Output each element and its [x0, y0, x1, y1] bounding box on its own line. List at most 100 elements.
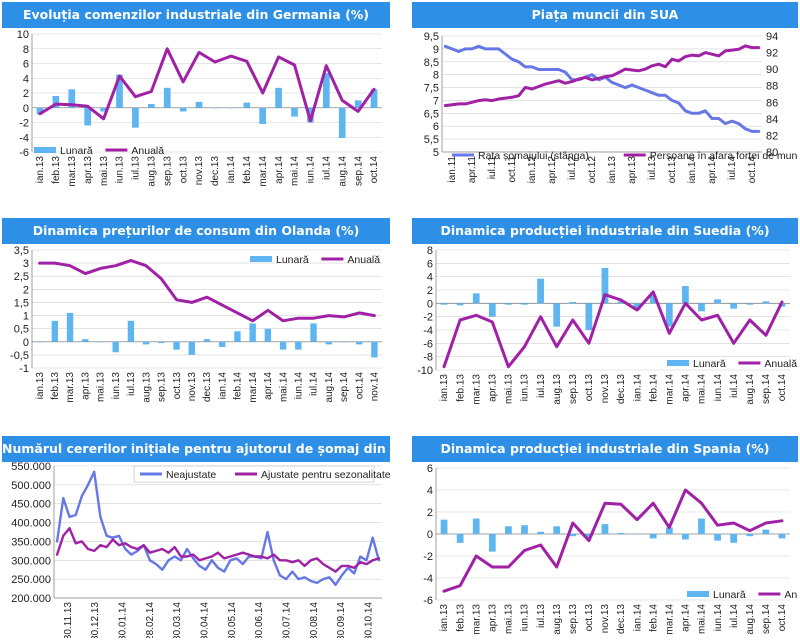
- bar: [585, 303, 593, 330]
- bar: [355, 341, 363, 345]
- series-line: [443, 44, 761, 108]
- x-tick-label: apr.13: [488, 604, 499, 632]
- x-tick-label: oct.13: [584, 374, 595, 402]
- bar: [142, 341, 150, 345]
- y-tick-label: 10: [17, 29, 29, 41]
- y-tick-label: 2: [427, 285, 433, 297]
- chart-title: Dinamica producției industriale din Sued…: [412, 218, 798, 244]
- x-tick-label: apr.13: [83, 156, 94, 184]
- x-tick-label: iul.11: [487, 156, 498, 180]
- x-tick-label: ian.14: [632, 374, 643, 402]
- y-tick-label: 550.000: [11, 462, 51, 473]
- y-tick-label: 500.000: [11, 480, 51, 492]
- x-tick-label: mar.13: [471, 374, 482, 405]
- x-tick-label: aug.13: [552, 374, 563, 405]
- legend-label: Anuală: [131, 145, 164, 157]
- x-tick-label: nov.13: [194, 156, 205, 186]
- x-tick-label: dec.13: [616, 604, 627, 634]
- bar: [440, 519, 448, 534]
- y-tick-label: 2: [427, 507, 433, 519]
- bar: [112, 341, 119, 353]
- bar: [354, 100, 362, 108]
- y-tick-label: 9,5: [424, 31, 439, 43]
- y2-tick-label: 80: [766, 147, 778, 159]
- bar: [132, 107, 139, 128]
- bar: [147, 104, 155, 108]
- x-tick-label: dec.13: [210, 156, 221, 186]
- x-tick-label: aug.14: [745, 604, 756, 635]
- x-tick-label: iul.13: [126, 372, 137, 396]
- bar: [649, 534, 657, 539]
- y-tick-label: 6: [23, 59, 29, 71]
- x-tick-label: iun.14: [713, 604, 724, 632]
- bar: [249, 323, 256, 342]
- bar: [310, 323, 317, 342]
- x-tick-label: iun.13: [520, 604, 531, 632]
- x-tick-label: aug.14: [745, 374, 756, 405]
- bar: [633, 303, 641, 310]
- x-tick-label: iul.13: [647, 156, 658, 180]
- y2-tick-label: 84: [766, 114, 778, 126]
- legend-label: Lunară: [60, 145, 93, 157]
- chart-us-labor: 55,566,577,588,599,5 80 82 84 86 88 90 92 94 ian.…: [424, 31, 798, 184]
- x-tick-label: mar.14: [258, 156, 269, 187]
- x-tick-label: oct.14: [747, 156, 758, 184]
- x-tick-label: iul.14: [727, 156, 738, 180]
- bar: [456, 303, 464, 306]
- x-tick-label: mar.13: [67, 156, 78, 187]
- bar: [537, 531, 544, 534]
- x-tick-label: feb.13: [50, 372, 61, 400]
- y-tick-label: 0: [23, 337, 29, 349]
- bar: [227, 107, 235, 109]
- x-tick-label: apr.14: [681, 374, 692, 402]
- x-tick-label: 30.09.14: [336, 602, 347, 638]
- x-tick-label: aug.13: [141, 372, 152, 403]
- x-tick-label: iun.13: [111, 372, 122, 400]
- legend-swatch: [667, 360, 689, 366]
- x-tick-label: apr.14: [274, 156, 285, 184]
- bar: [179, 107, 187, 112]
- bar: [553, 526, 561, 534]
- bar: [585, 534, 593, 538]
- bar: [505, 526, 512, 534]
- x-tick-label: apr.14: [263, 372, 274, 400]
- x-tick-label: feb.14: [242, 156, 253, 184]
- y-tick-label: 1: [23, 311, 29, 323]
- series-line: [55, 470, 381, 587]
- bar: [488, 303, 496, 317]
- x-tick-label: apr.14: [681, 604, 692, 632]
- x-tick-label: 30.05.14: [227, 602, 238, 638]
- chart-title: Evoluția comenzilor industriale din Germ…: [2, 2, 390, 28]
- x-tick-label: 30.04.14: [200, 602, 211, 638]
- bar: [456, 534, 464, 543]
- y-tick-label: -0,5: [10, 350, 29, 362]
- x-tick-label: ian.14: [217, 372, 228, 400]
- bar: [472, 293, 480, 304]
- y-tick-label: 6: [433, 121, 439, 133]
- bar: [370, 89, 378, 108]
- y-tick-label: 4: [427, 272, 433, 284]
- y-tick-label: 7: [433, 95, 439, 107]
- y-tick-label: 4: [23, 73, 29, 85]
- x-tick-label: iul.12: [567, 156, 578, 180]
- series-line: [442, 290, 784, 369]
- y-tick-label: 450.000: [11, 499, 51, 511]
- bar: [746, 303, 754, 305]
- x-tick-label: mar.14: [665, 374, 676, 405]
- y-tick-label: 1,5: [14, 297, 29, 309]
- bar: [730, 534, 738, 543]
- x-tick-label: oct.13: [667, 156, 678, 184]
- bar: [601, 524, 609, 534]
- y2-tick-label: 92: [766, 48, 778, 60]
- x-tick-label: sep.13: [157, 372, 168, 402]
- y-tick-label: -2: [423, 312, 433, 324]
- x-tick-label: oct.12: [587, 156, 598, 184]
- x-tick-label: oct.14: [777, 604, 788, 632]
- x-tick-label: mar.14: [248, 372, 259, 403]
- y-tick-label: 6: [427, 258, 433, 270]
- legend-label: Lunară: [693, 358, 726, 370]
- legend-label: Rata șomajului (stânga): [478, 150, 589, 162]
- x-tick-label: ian.14: [632, 604, 643, 632]
- legend-label: Persoane în afara forței de muncă (mil.): [650, 150, 798, 162]
- chart-sweden: -10-8 -6-4-2 024 68 ian.13 feb.13 mar.13 apr.13…: [417, 245, 797, 405]
